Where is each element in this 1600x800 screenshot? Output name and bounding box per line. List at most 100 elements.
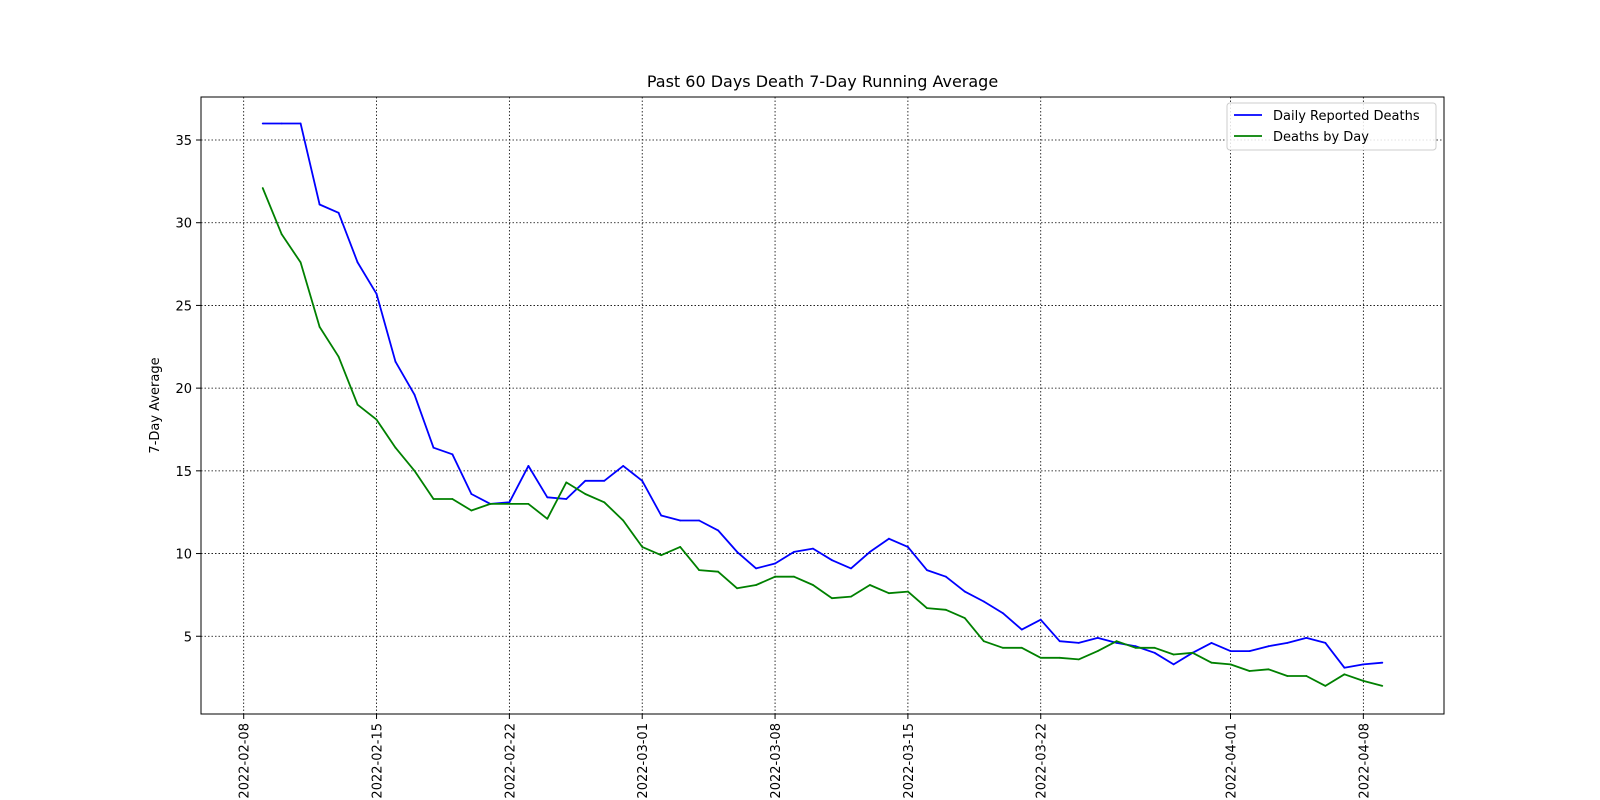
data-point-series-1	[375, 418, 378, 421]
data-point-series-1	[261, 187, 264, 189]
data-point-series-1	[812, 584, 814, 586]
data-point-series-0	[698, 519, 700, 522]
data-point-series-1	[394, 446, 397, 449]
data-point-series-0	[1039, 618, 1042, 621]
data-point-series-0	[1058, 640, 1061, 643]
data-point-series-0	[1362, 663, 1365, 666]
data-point-series-1	[1001, 646, 1004, 649]
data-point-series-1	[774, 575, 776, 578]
data-point-series-1	[1248, 670, 1251, 672]
data-point-series-1	[527, 503, 530, 505]
axis-ticks: 2022-02-08 2022-02-15 2022-02-22 2022-03-01…	[175, 134, 1372, 799]
data-point-series-0	[1248, 650, 1251, 652]
data-point-series-0	[1210, 642, 1213, 644]
data-point-series-0	[793, 551, 795, 553]
data-point-series-1	[641, 546, 644, 548]
grid	[201, 97, 1444, 714]
data-point-series-0	[546, 496, 549, 499]
x-tick-label: 2022-04-01	[1225, 723, 1240, 799]
y-tick-label: 5	[184, 630, 192, 645]
data-point-series-0	[432, 446, 435, 449]
data-point-series-1	[1039, 656, 1042, 659]
data-point-series-0	[850, 567, 852, 570]
data-point-series-0	[451, 453, 454, 456]
x-tick-label: 2022-03-08	[769, 723, 784, 799]
legend-label-1: Deaths by Day	[1273, 130, 1369, 145]
data-point-series-0	[888, 537, 890, 540]
data-point-series-1	[1020, 646, 1023, 649]
data-point-series-1	[432, 498, 435, 500]
x-tick-label: 2022-02-22	[503, 723, 518, 799]
data-point-series-0	[1153, 651, 1156, 654]
x-tick-label: 2022-02-08	[238, 723, 253, 799]
data-point-series-0	[926, 569, 928, 571]
data-point-series-1	[736, 587, 738, 590]
data-point-series-1	[299, 261, 302, 264]
data-point-series-0	[565, 498, 568, 500]
data-point-series-1	[869, 584, 871, 586]
data-point-series-1	[565, 481, 568, 484]
y-tick-label: 10	[175, 548, 192, 563]
data-point-series-1	[926, 607, 928, 609]
series-line-1	[261, 187, 1383, 687]
data-point-series-1	[584, 493, 587, 495]
data-point-series-1	[337, 355, 340, 358]
data-point-series-0	[394, 360, 397, 363]
y-tick-label: 25	[175, 299, 192, 314]
data-point-series-1	[451, 498, 454, 500]
data-point-series-0	[641, 479, 644, 482]
data-point-series-1	[546, 517, 549, 520]
data-point-series-1	[1058, 656, 1061, 659]
data-point-series-0	[982, 600, 985, 603]
y-axis-label: 7-Day Average	[148, 357, 163, 453]
data-point-series-0	[1096, 637, 1099, 639]
data-point-series-0	[1286, 642, 1289, 644]
data-point-series-1	[1324, 685, 1327, 687]
x-tick-label: 2022-03-15	[902, 723, 917, 799]
data-point-series-0	[1001, 612, 1004, 614]
y-tick-label: 15	[175, 465, 192, 480]
y-tick-label: 35	[175, 134, 192, 149]
data-point-series-1	[1229, 663, 1232, 666]
data-point-series-0	[527, 465, 530, 467]
data-point-series-1	[679, 546, 682, 548]
data-point-series-0	[508, 501, 511, 504]
data-point-series-1	[755, 584, 757, 586]
data-point-series-0	[356, 261, 359, 264]
data-point-series-0	[660, 514, 663, 517]
data-point-series-1	[698, 569, 700, 571]
data-point-series-1	[318, 326, 321, 328]
data-point-series-1	[793, 575, 795, 578]
data-point-series-1	[603, 501, 606, 504]
data-point-series-1	[831, 597, 833, 600]
data-point-series-1	[1362, 680, 1365, 682]
data-point-series-1	[888, 592, 890, 595]
data-point-series-1	[1134, 646, 1137, 649]
legend-label-0: Daily Reported Deaths	[1273, 109, 1420, 124]
data-point-series-0	[337, 211, 340, 214]
data-point-series-0	[869, 551, 871, 553]
data-point-series-0	[318, 203, 321, 206]
x-tick-label: 2022-04-08	[1357, 723, 1372, 799]
data-point-series-0	[679, 519, 682, 522]
data-point-series-1	[622, 519, 625, 522]
data-point-series-1	[356, 403, 359, 406]
data-point-series-1	[1286, 675, 1289, 677]
data-point-series-1	[1115, 640, 1118, 643]
data-point-series-0	[1077, 642, 1080, 644]
data-point-series-1	[489, 503, 492, 505]
data-point-series-1	[470, 509, 473, 512]
data-point-series-0	[1324, 642, 1327, 644]
data-point-series-0	[299, 122, 302, 125]
data-point-series-1	[945, 608, 947, 611]
data-point-series-0	[1267, 645, 1270, 648]
data-point-series-1	[1381, 685, 1384, 687]
x-tick-label: 2022-03-22	[1035, 723, 1050, 799]
legend-box	[1226, 102, 1437, 151]
data-point-series-0	[736, 551, 738, 553]
data-point-series-0	[1229, 650, 1232, 652]
chart-title: Past 60 Days Death 7-Day Running Average	[647, 72, 998, 91]
data-point-series-1	[1267, 668, 1270, 671]
data-point-series-1	[1096, 650, 1099, 652]
